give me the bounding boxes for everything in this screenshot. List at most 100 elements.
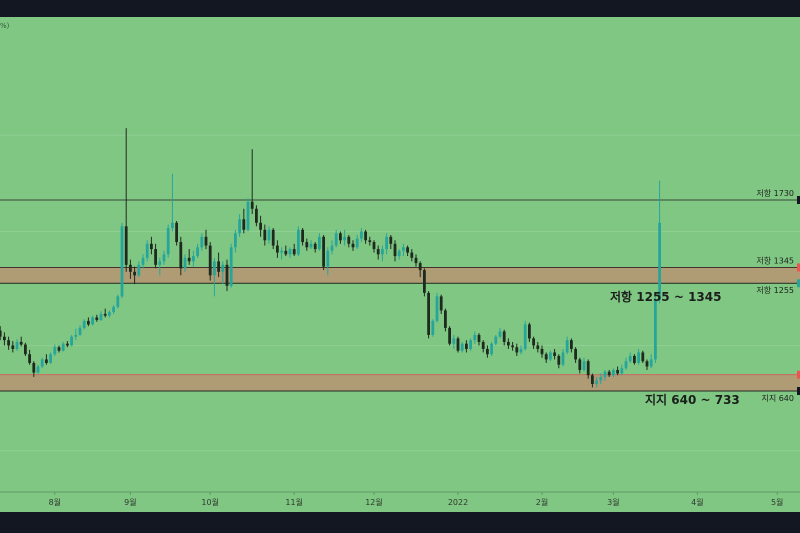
candle-body-107 — [444, 310, 447, 328]
candle-100 — [414, 254, 418, 267]
candle-body-111 — [460, 343, 464, 351]
x-tick-label-6: 2월 — [536, 497, 548, 507]
candle-body-118 — [490, 343, 493, 355]
candle-113 — [469, 338, 472, 351]
candle-body-69 — [284, 250, 288, 255]
candle-body-46 — [187, 257, 191, 262]
candle-body-52 — [213, 261, 216, 276]
candle-body-121 — [502, 331, 506, 342]
candle-84 — [347, 235, 351, 248]
candle-body-56 — [229, 247, 233, 286]
candle-50 — [204, 229, 208, 250]
x-tick-label-9: 5월 — [771, 497, 783, 507]
candle-91 — [376, 245, 380, 260]
candle-body-23 — [91, 317, 94, 325]
candle-body-157 — [654, 299, 657, 360]
candle-31 — [124, 128, 128, 272]
candle-body-125 — [519, 348, 523, 353]
candle-body-102 — [423, 270, 426, 293]
edge-markers — [797, 196, 800, 395]
candle-39 — [158, 257, 162, 276]
candle-105 — [435, 292, 439, 323]
candle-124 — [515, 343, 519, 356]
candle-body-16 — [61, 343, 65, 351]
candle-74 — [305, 238, 309, 251]
candle-body-116 — [481, 341, 485, 349]
level-label-1: 저항 1345 — [756, 256, 794, 265]
candle-body-7 — [24, 344, 27, 355]
candle-body-72 — [297, 229, 300, 255]
candle-23 — [91, 315, 94, 326]
candle-body-83 — [343, 236, 346, 241]
candle-89 — [368, 236, 372, 246]
x-tick-label-4: 12월 — [365, 497, 383, 507]
candle-153 — [637, 348, 640, 365]
candle-body-25 — [99, 313, 103, 321]
x-tick-label-5: 2022 — [448, 498, 468, 507]
candle-63 — [259, 215, 262, 237]
candle-43 — [175, 221, 178, 246]
candle-9 — [32, 361, 36, 377]
x-tick-label-1: 9월 — [124, 497, 136, 507]
candle-body-10 — [36, 366, 40, 373]
candle-17 — [66, 341, 69, 348]
candle-body-61 — [250, 201, 254, 209]
candle-body-14 — [53, 347, 57, 355]
candle-52 — [213, 257, 216, 297]
candle-4 — [11, 341, 15, 353]
candle-body-112 — [465, 343, 468, 349]
candle-body-84 — [347, 236, 351, 244]
candle-body-28 — [112, 306, 115, 313]
candle-141 — [586, 359, 590, 379]
candle-125 — [519, 345, 523, 355]
candle-127 — [528, 322, 531, 342]
candle-body-139 — [578, 359, 582, 370]
candle-104 — [431, 319, 435, 337]
candle-1 — [0, 326, 2, 341]
candle-body-89 — [368, 240, 372, 243]
candle-101 — [418, 261, 422, 278]
candle-111 — [460, 341, 464, 353]
candle-body-1 — [0, 330, 2, 337]
candle-26 — [103, 308, 107, 318]
candle-5 — [15, 339, 19, 351]
candle-38 — [154, 243, 157, 269]
candle-body-43 — [175, 222, 178, 243]
candle-body-5 — [15, 341, 19, 349]
candle-body-38 — [154, 249, 157, 265]
candle-body-74 — [305, 242, 309, 248]
x-tick-label-7: 3월 — [607, 497, 619, 507]
candle-body-131 — [544, 354, 548, 360]
candle-body-8 — [28, 354, 31, 363]
candle-83 — [343, 229, 346, 246]
candle-149 — [620, 364, 624, 376]
candle-48 — [196, 243, 199, 258]
candle-body-34 — [137, 264, 141, 276]
candle-137 — [570, 338, 573, 353]
candle-body-87 — [360, 231, 363, 239]
candle-body-155 — [645, 361, 649, 367]
candle-body-97 — [402, 247, 405, 251]
candle-56 — [229, 243, 233, 288]
candle-body-100 — [414, 257, 418, 264]
candle-123 — [511, 341, 514, 351]
zone-0 — [0, 267, 800, 284]
candle-body-91 — [376, 249, 380, 255]
candle-body-59 — [242, 219, 246, 230]
gridlines — [0, 134, 800, 452]
candle-body-17 — [66, 343, 69, 346]
candle-37 — [150, 236, 153, 255]
candle-body-129 — [536, 345, 540, 349]
candle-90 — [372, 240, 376, 253]
candle-body-105 — [435, 296, 439, 321]
candle-60 — [246, 198, 250, 232]
candle-156 — [649, 354, 653, 369]
candle-body-85 — [351, 243, 355, 248]
candle-107 — [444, 308, 447, 332]
candle-body-115 — [477, 334, 481, 342]
candle-body-77 — [318, 236, 321, 250]
candle-18 — [70, 334, 73, 347]
candle-body-37 — [150, 243, 153, 250]
candle-119 — [494, 334, 498, 346]
candle-body-81 — [334, 233, 338, 246]
